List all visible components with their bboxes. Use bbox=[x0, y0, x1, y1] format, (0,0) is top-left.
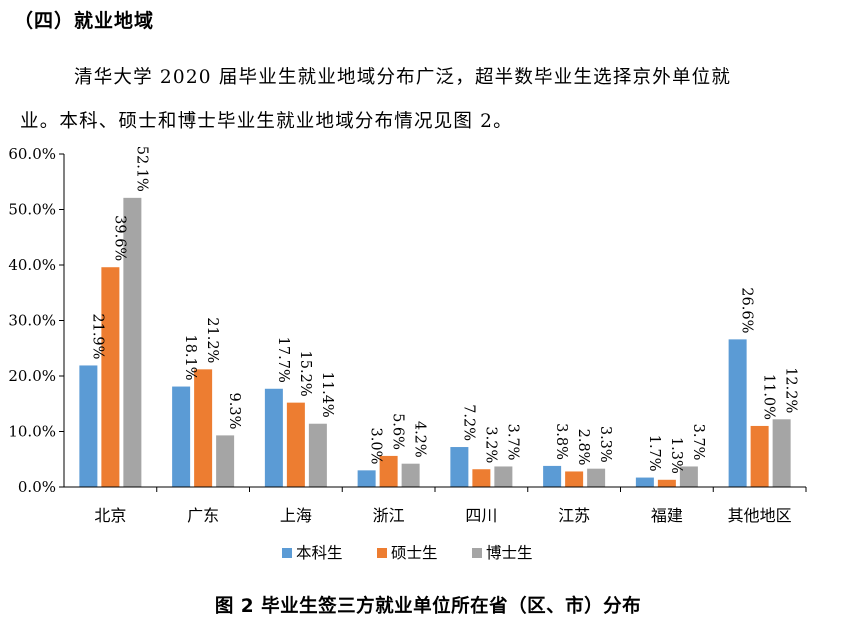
y-tick-label: 20.0% bbox=[8, 367, 56, 385]
bar-doctoral bbox=[216, 435, 235, 487]
legend-label: 本科生 bbox=[296, 544, 343, 562]
legend-swatch bbox=[377, 548, 387, 558]
bar-master bbox=[657, 479, 676, 487]
legend-label: 博士生 bbox=[486, 544, 533, 562]
x-category-label: 浙江 bbox=[373, 506, 405, 525]
bar-data-label: 2.8% bbox=[575, 429, 591, 466]
bar-undergraduate bbox=[357, 470, 376, 487]
bars bbox=[79, 197, 791, 487]
bar-data-label: 52.1% bbox=[133, 146, 149, 192]
x-category-label: 北京 bbox=[94, 506, 126, 525]
y-tick-label: 30.0% bbox=[8, 312, 56, 330]
bar-data-label: 12.2% bbox=[783, 367, 799, 413]
y-tick-label: 50.0% bbox=[8, 201, 56, 219]
bar-master bbox=[750, 425, 769, 487]
y-axis: 0.0% 10.0% 20.0% 30.0% 40.0% 50.0% 60.0% bbox=[8, 145, 65, 496]
bar-master bbox=[286, 402, 305, 487]
bar-data-label: 3.7% bbox=[690, 424, 706, 461]
bar-doctoral bbox=[494, 466, 513, 487]
body-paragraph: 清华大学 2020 届毕业生就业地域分布广泛，超半数毕业生选择京外单位就 业。本… bbox=[20, 56, 856, 144]
bar-undergraduate bbox=[450, 447, 469, 487]
section-heading: （四）就业地域 bbox=[14, 10, 155, 32]
legend-swatch bbox=[282, 548, 292, 558]
bar-data-label: 3.7% bbox=[504, 424, 520, 461]
bar-data-label: 1.3% bbox=[668, 437, 684, 474]
bar-data-label: 26.6% bbox=[739, 287, 755, 333]
y-tick-label: 60.0% bbox=[8, 145, 56, 163]
x-category-label: 福建 bbox=[651, 506, 683, 525]
bar-data-label: 17.7% bbox=[275, 337, 291, 383]
legend: 本科生 硕士生 博士生 bbox=[282, 544, 533, 562]
bar-data-label: 5.6% bbox=[390, 413, 406, 450]
x-category-label: 四川 bbox=[465, 506, 497, 525]
bar-data-label: 4.2% bbox=[412, 421, 428, 458]
bar-master bbox=[565, 471, 584, 487]
bar-doctoral bbox=[401, 463, 420, 487]
bar-data-label: 3.8% bbox=[553, 423, 569, 460]
paragraph-line-1: 清华大学 2020 届毕业生就业地域分布广泛，超半数毕业生选择京外单位就 bbox=[74, 67, 732, 88]
bar-undergraduate bbox=[635, 477, 654, 487]
bar-data-label: 3.2% bbox=[482, 426, 498, 463]
bar-data-label: 7.2% bbox=[460, 404, 476, 441]
bar-data-label: 11.0% bbox=[761, 374, 777, 420]
bar-data-label: 18.1% bbox=[182, 334, 198, 380]
y-tick-label: 0.0% bbox=[18, 478, 56, 496]
y-tick-label: 10.0% bbox=[8, 423, 56, 441]
bar-data-label: 39.6% bbox=[111, 215, 127, 261]
bar-master bbox=[472, 469, 491, 487]
paragraph-line-2: 业。本科、硕士和博士毕业生就业地域分布情况见图 2。 bbox=[20, 111, 513, 132]
bar-undergraduate bbox=[543, 465, 562, 487]
x-category-label: 广东 bbox=[187, 506, 219, 525]
bar-doctoral bbox=[308, 423, 327, 487]
bar-data-label: 21.9% bbox=[89, 313, 105, 359]
figure-caption: 图 2 毕业生签三方就业单位所在省（区、市）分布 bbox=[214, 596, 642, 617]
y-tick-label: 40.0% bbox=[8, 256, 56, 274]
bar-data-label: 3.3% bbox=[597, 426, 613, 463]
employment-region-bar-chart: 0.0% 10.0% 20.0% 30.0% 40.0% 50.0% 60.0% 21.9%… bbox=[8, 145, 807, 562]
x-axis: 北京 广东 上海 浙江 四川 江苏 福建 其他地区 bbox=[64, 486, 807, 525]
bar-doctoral bbox=[679, 466, 698, 487]
bar-undergraduate bbox=[264, 388, 283, 487]
bar-master bbox=[101, 267, 120, 487]
bar-data-label: 15.2% bbox=[297, 351, 313, 397]
bar-doctoral bbox=[123, 197, 142, 487]
bar-doctoral bbox=[772, 419, 791, 487]
data-labels: 21.9% 39.6% 52.1% 18.1% 21.2% 9.3% 17.7% 15.2% 1… bbox=[89, 146, 798, 474]
bar-master bbox=[379, 455, 398, 487]
x-category-label: 江苏 bbox=[558, 506, 590, 525]
x-category-label: 上海 bbox=[280, 506, 312, 525]
bar-doctoral bbox=[587, 468, 606, 487]
legend-swatch bbox=[472, 548, 482, 558]
bar-data-label: 9.3% bbox=[226, 393, 242, 430]
bar-data-label: 21.2% bbox=[204, 317, 220, 363]
bar-data-label: 1.7% bbox=[646, 435, 662, 472]
bar-data-label: 11.4% bbox=[319, 372, 335, 418]
bar-undergraduate bbox=[79, 365, 98, 487]
bar-master bbox=[194, 369, 213, 487]
bar-undergraduate bbox=[728, 339, 747, 487]
x-category-label: 其他地区 bbox=[728, 506, 792, 525]
bar-data-label: 3.0% bbox=[368, 428, 384, 465]
legend-label: 硕士生 bbox=[391, 544, 438, 562]
bar-undergraduate bbox=[172, 386, 191, 487]
